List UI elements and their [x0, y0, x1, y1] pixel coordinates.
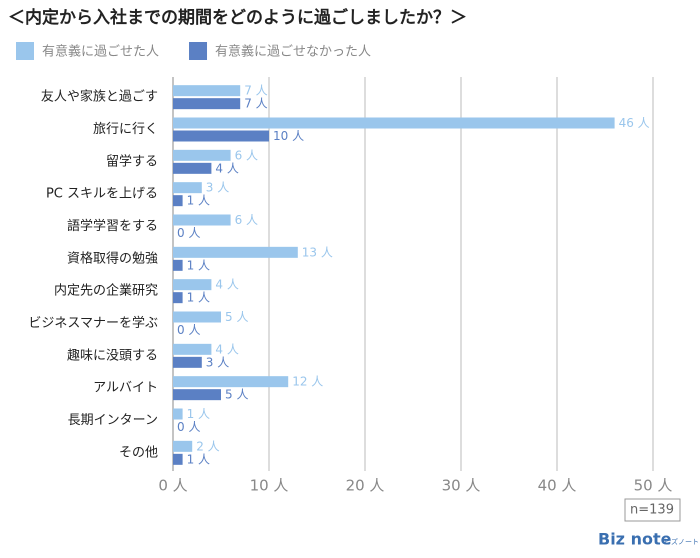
- y-tick-label: 留学する: [106, 153, 158, 169]
- x-tick-label: 30 人: [442, 477, 481, 495]
- legend-label: 有意義に過ごせなかった人: [215, 44, 371, 60]
- value-label: 1 人: [187, 452, 210, 466]
- bar: [173, 408, 183, 420]
- bar: [173, 130, 269, 142]
- value-label: 1 人: [187, 194, 210, 208]
- bar: [173, 85, 241, 97]
- y-tick-label: 語学学習をする: [67, 218, 158, 234]
- value-label: 7 人: [244, 84, 267, 98]
- bar: [173, 343, 212, 355]
- value-label: 7 人: [244, 97, 267, 111]
- bar: [173, 246, 298, 258]
- value-label: 3 人: [206, 181, 229, 195]
- value-label: 5 人: [225, 310, 248, 324]
- y-tick-label: その他: [119, 445, 158, 460]
- x-tick-label: 50 人: [634, 477, 673, 495]
- legend-swatch: [189, 42, 208, 60]
- y-tick-label: 長期インターン: [68, 413, 158, 428]
- value-label: 10 人: [273, 129, 304, 143]
- value-label: 1 人: [187, 407, 210, 421]
- y-tick-label: 資格取得の勉強: [67, 250, 158, 266]
- y-tick-label: 旅行に行く: [93, 122, 158, 137]
- bar: [173, 214, 231, 226]
- value-label: 0 人: [177, 323, 200, 337]
- annotation-box: [624, 498, 681, 522]
- logo: Biz note: [598, 530, 672, 549]
- x-tick-label: 0 人: [158, 477, 187, 495]
- bar: [173, 259, 183, 271]
- bar: [173, 149, 231, 161]
- chart-title: ＜内定から入社までの期間をどのように過ごしましたか？＞: [8, 7, 467, 28]
- bar: [173, 182, 202, 194]
- bar: [173, 117, 615, 129]
- bar: [173, 376, 289, 388]
- y-tick-label: 趣味に没頭する: [67, 348, 158, 363]
- x-tick-label: 40 人: [538, 477, 577, 495]
- bar: [173, 279, 212, 291]
- value-label: 5 人: [225, 388, 248, 402]
- value-label: 2 人: [196, 439, 219, 453]
- logo-sub: ビズノート: [664, 537, 699, 546]
- value-label: 3 人: [206, 355, 229, 369]
- annotation: n=139: [630, 503, 674, 518]
- bar: [173, 195, 183, 207]
- value-label: 1 人: [187, 291, 210, 305]
- y-tick-label: PC スキルを上げる: [46, 187, 158, 202]
- value-label: 4 人: [215, 278, 238, 292]
- bar: [173, 162, 212, 174]
- x-tick-label: 10 人: [250, 477, 289, 495]
- value-label: 0 人: [177, 420, 200, 434]
- y-tick-label: 内定先の企業研究: [54, 283, 158, 299]
- value-label: 0 人: [177, 226, 200, 240]
- bar: [173, 98, 241, 110]
- bar: [173, 389, 221, 401]
- y-tick-label: 友人や家族と過ごす: [41, 89, 158, 105]
- bar: [173, 356, 202, 368]
- legend-label: 有意義に過ごせた人: [42, 44, 159, 60]
- bar: [173, 453, 183, 465]
- y-tick-label: ビジネスマナーを学ぶ: [28, 315, 158, 331]
- value-label: 12 人: [292, 375, 323, 389]
- value-label: 6 人: [235, 148, 258, 162]
- y-tick-label: アルバイト: [93, 381, 158, 396]
- bar: [173, 292, 183, 304]
- value-label: 6 人: [235, 213, 258, 227]
- value-label: 1 人: [187, 258, 210, 272]
- value-label: 46 人: [619, 116, 650, 130]
- value-label: 4 人: [215, 342, 238, 356]
- bar: [173, 440, 193, 452]
- legend-swatch: [16, 42, 34, 60]
- bar: [173, 311, 221, 323]
- value-label: 13 人: [302, 245, 333, 259]
- x-tick-label: 20 人: [346, 477, 385, 495]
- value-label: 4 人: [215, 161, 238, 175]
